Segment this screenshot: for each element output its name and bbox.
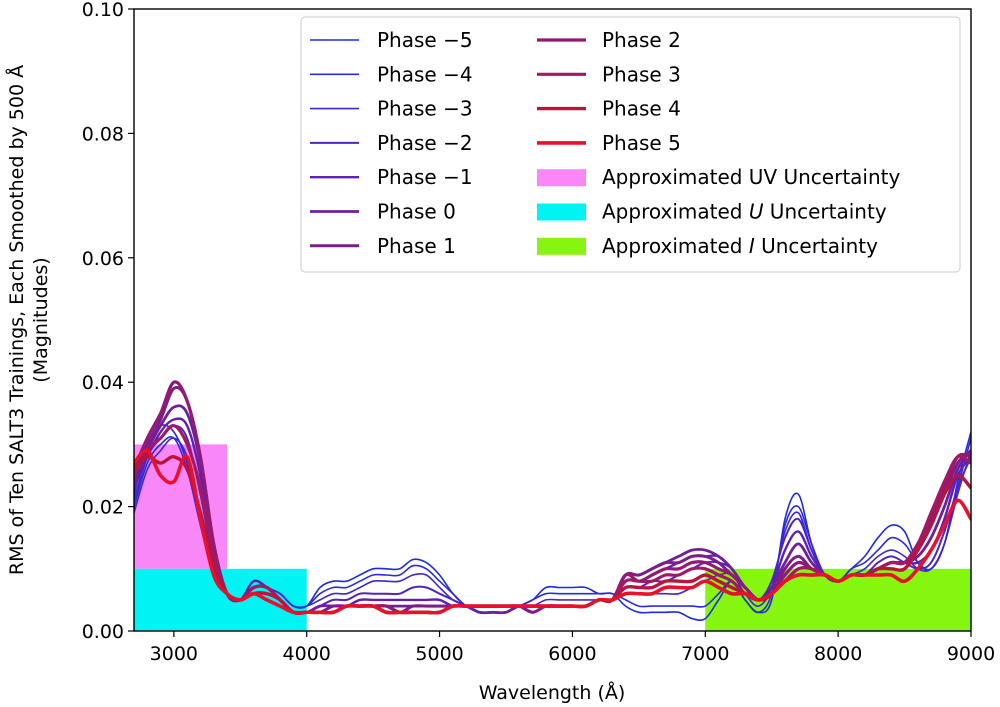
legend-label-phase-1: Phase 1 [377,234,456,258]
y-tick-label: 0.08 [82,123,124,145]
legend-label-phase-minus-5: Phase −5 [377,28,473,52]
y-tick-label: 0.00 [82,621,124,643]
legend-label-phase-minus-3: Phase −3 [377,97,473,121]
y-tick-label: 0.06 [82,248,124,270]
plot-frame [133,8,972,632]
legend-box [300,16,961,273]
legend-label-phase-2: Phase 2 [602,28,681,52]
x-tick-label: 4000 [283,643,331,665]
legend-swatch-approximated-i-uncertainty [537,237,586,255]
x-tick-label: 6000 [548,643,596,665]
x-tick-label: 8000 [814,643,862,665]
x-axis-label: Wavelength (Å) [479,681,626,704]
legend-label-phase-3: Phase 3 [602,62,681,86]
legend-swatch-approximated-u-uncertainty [537,203,586,221]
legend-label-phase-minus-2: Phase −2 [377,131,473,155]
legend-label-phase-minus-4: Phase −4 [377,62,473,86]
x-tick-label: 3000 [150,643,198,665]
y-axis-label-line1: RMS of Ten SALT3 Trainings, Each Smoothe… [5,65,28,575]
y-tick-label: 0.04 [82,372,124,394]
legend-label-phase-4: Phase 4 [602,97,681,121]
y-axis-ticks: 0.00 0.02 0.04 0.06 0.08 0.10 [82,0,134,643]
uncertainty-bands [134,444,971,631]
y-axis-label-line2: (Magnitudes) [30,257,52,382]
x-tick-label: 5000 [415,643,463,665]
legend-label-phase-0: Phase 0 [377,200,456,224]
x-axis-ticks: 3000 4000 5000 6000 7000 8000 9000 [150,631,995,665]
legend: Phase −5 Phase −4 Phase −3 Phase −2 Phase −1… [300,16,961,273]
x-tick-label: 9000 [947,643,995,665]
legend-swatch-approximated-uv-uncertainty [537,169,586,187]
legend-label-phase-minus-1: Phase −1 [377,165,473,189]
series-line-phase-5 [134,448,971,615]
legend-label-approximated-i-uncertainty: Approximated I Uncertainty [602,234,878,258]
phase-lines [134,380,971,622]
x-tick-label: 7000 [681,643,729,665]
legend-label-approximated-uv-uncertainty: Approximated UV Uncertainty [602,165,900,189]
legend-label-approximated-u-uncertainty: Approximated U Uncertainty [602,200,887,224]
y-tick-label: 0.02 [82,497,124,519]
legend-label-phase-5: Phase 5 [602,131,681,155]
y-tick-label: 0.10 [82,0,124,21]
